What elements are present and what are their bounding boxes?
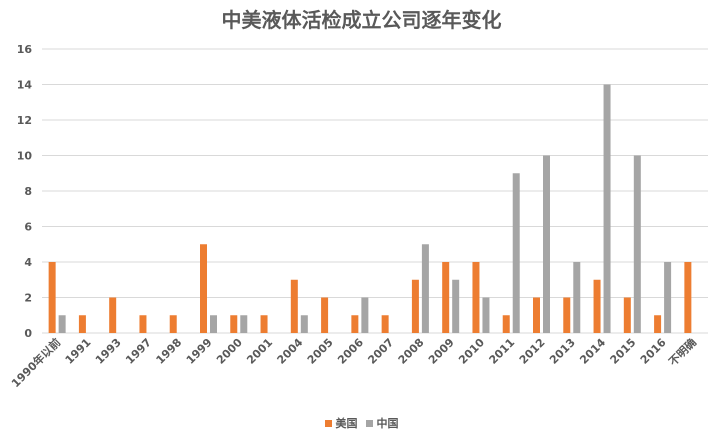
y-tick-label: 2 [24, 292, 32, 305]
x-tick-label: 2011 [487, 336, 518, 367]
legend-label: 美国 [335, 417, 358, 430]
y-tick-label: 4 [24, 256, 32, 269]
x-tick-label: 2012 [517, 336, 548, 367]
bar [109, 297, 117, 333]
bar [421, 244, 429, 333]
chart-title: 中美液体活检成立公司逐年变化 [221, 8, 502, 32]
bar [139, 315, 147, 333]
y-tick-label: 6 [24, 221, 32, 234]
x-tick-label: 不明确 [666, 335, 699, 368]
bar [240, 315, 248, 333]
x-tick-label: 2015 [608, 336, 639, 367]
bar [452, 279, 460, 333]
bar [200, 244, 207, 333]
legend-item: 美国 [324, 415, 358, 431]
y-tick-label: 16 [17, 43, 33, 56]
bar [664, 262, 672, 333]
bar [502, 315, 510, 333]
bar [573, 262, 581, 333]
bar [78, 315, 86, 333]
y-tick-label: 8 [24, 185, 32, 198]
x-tick-label: 2016 [638, 336, 669, 367]
x-tick-label: 2004 [275, 336, 306, 367]
x-tick-label: 1997 [123, 336, 154, 367]
bar [321, 297, 329, 333]
bar [290, 279, 298, 333]
x-tick-label: 2010 [456, 336, 487, 367]
y-tick-label: 14 [17, 79, 33, 92]
x-tick-label: 2006 [335, 336, 366, 367]
bar [48, 262, 56, 333]
legend-label: 中国 [376, 417, 399, 430]
bar [472, 262, 480, 333]
bar [563, 297, 571, 333]
x-tick-label: 1999 [184, 336, 215, 367]
bar [623, 297, 631, 333]
bar [684, 262, 692, 333]
bar [603, 84, 611, 333]
x-tick-label: 2007 [365, 336, 396, 367]
x-tick-label: 2008 [396, 336, 427, 367]
legend: 美国 中国 [0, 415, 723, 431]
legend-swatch [365, 419, 373, 427]
x-tick-label: 1998 [154, 336, 185, 367]
bar [210, 315, 217, 333]
y-tick-label: 0 [24, 327, 32, 340]
x-tick-label: 2009 [426, 336, 457, 367]
x-tick-label: 1990年以前 [8, 335, 63, 390]
bar [381, 315, 389, 333]
bar [543, 155, 550, 333]
x-tick-label: 1993 [93, 336, 124, 367]
x-tick-label: 2005 [305, 336, 336, 367]
legend-item: 中国 [365, 415, 399, 431]
x-tick-label: 2001 [244, 336, 275, 367]
x-tick-label: 2013 [547, 336, 578, 367]
bar [482, 297, 490, 333]
x-tick-label: 2014 [577, 336, 608, 367]
bar [230, 315, 238, 333]
bar [512, 173, 520, 333]
y-tick-label: 12 [17, 114, 32, 127]
y-tick-label: 10 [17, 150, 33, 163]
bar [351, 315, 359, 333]
bar [593, 279, 601, 333]
bar [361, 297, 369, 333]
bar [633, 155, 641, 333]
legend-swatch [324, 419, 332, 427]
bar [260, 315, 268, 333]
x-tick-label: 2000 [214, 336, 245, 367]
bar [411, 279, 419, 333]
bar [58, 315, 66, 333]
bar [533, 297, 540, 333]
bar [169, 315, 177, 333]
x-tick-label: 1991 [63, 336, 94, 367]
bar [654, 315, 662, 333]
bar [300, 315, 308, 333]
bar [442, 262, 450, 333]
